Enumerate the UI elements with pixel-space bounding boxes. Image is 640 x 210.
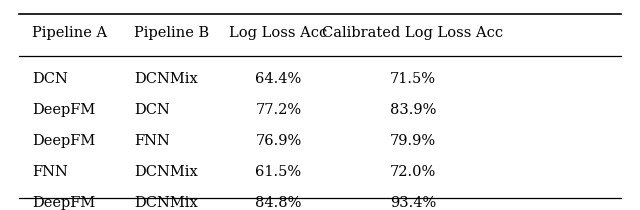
Text: DeepFM: DeepFM bbox=[32, 134, 95, 148]
Text: FNN: FNN bbox=[134, 134, 170, 148]
Text: DCNMix: DCNMix bbox=[134, 196, 198, 210]
Text: 93.4%: 93.4% bbox=[390, 196, 436, 210]
Text: Pipeline A: Pipeline A bbox=[32, 26, 107, 39]
Text: 76.9%: 76.9% bbox=[255, 134, 301, 148]
Text: DCNMix: DCNMix bbox=[134, 165, 198, 179]
Text: Calibrated Log Loss Acc: Calibrated Log Loss Acc bbox=[322, 26, 504, 39]
Text: 77.2%: 77.2% bbox=[255, 103, 301, 117]
Text: DCN: DCN bbox=[134, 103, 170, 117]
Text: 79.9%: 79.9% bbox=[390, 134, 436, 148]
Text: 84.8%: 84.8% bbox=[255, 196, 301, 210]
Text: FNN: FNN bbox=[32, 165, 68, 179]
Text: 61.5%: 61.5% bbox=[255, 165, 301, 179]
Text: 72.0%: 72.0% bbox=[390, 165, 436, 179]
Text: DeepFM: DeepFM bbox=[32, 196, 95, 210]
Text: DeepFM: DeepFM bbox=[32, 103, 95, 117]
Text: Log Loss Acc: Log Loss Acc bbox=[229, 26, 328, 39]
Text: 71.5%: 71.5% bbox=[390, 72, 436, 86]
Text: 83.9%: 83.9% bbox=[390, 103, 436, 117]
Text: DCNMix: DCNMix bbox=[134, 72, 198, 86]
Text: 64.4%: 64.4% bbox=[255, 72, 301, 86]
Text: DCN: DCN bbox=[32, 72, 68, 86]
Text: Pipeline B: Pipeline B bbox=[134, 26, 209, 39]
